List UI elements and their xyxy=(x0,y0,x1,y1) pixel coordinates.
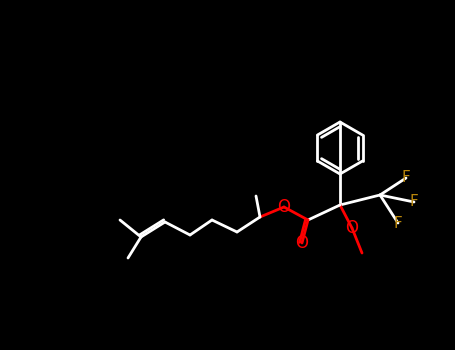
Text: F: F xyxy=(402,170,410,186)
Text: O: O xyxy=(295,234,308,252)
Text: O: O xyxy=(345,219,359,237)
Text: F: F xyxy=(410,195,419,210)
Text: O: O xyxy=(278,198,290,216)
Text: F: F xyxy=(394,216,402,231)
